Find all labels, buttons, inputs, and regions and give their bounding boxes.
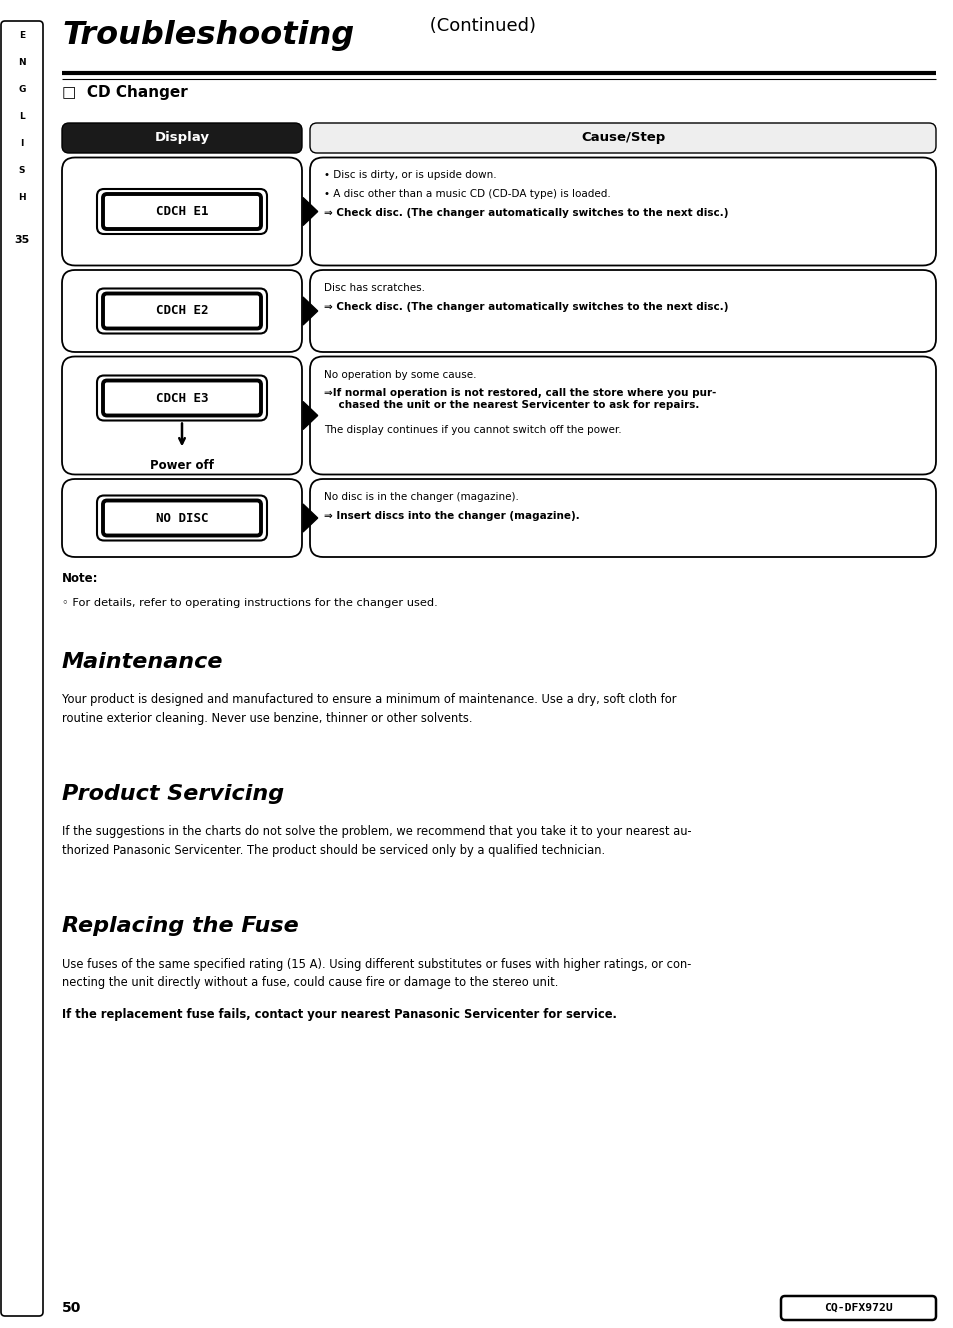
FancyBboxPatch shape bbox=[62, 158, 302, 266]
Text: Product Servicing: Product Servicing bbox=[62, 784, 284, 803]
Text: (Continued): (Continued) bbox=[423, 17, 536, 35]
Text: Note:: Note: bbox=[62, 571, 98, 584]
Text: ◦ For details, refer to operating instructions for the changer used.: ◦ For details, refer to operating instru… bbox=[62, 598, 437, 607]
FancyBboxPatch shape bbox=[781, 1296, 935, 1320]
FancyBboxPatch shape bbox=[310, 124, 935, 153]
Text: L: L bbox=[19, 113, 25, 121]
Text: H: H bbox=[18, 194, 26, 202]
Text: CDCH E2: CDCH E2 bbox=[155, 304, 208, 317]
Polygon shape bbox=[303, 505, 317, 533]
Text: Display: Display bbox=[154, 131, 210, 145]
Text: S: S bbox=[19, 166, 25, 175]
FancyBboxPatch shape bbox=[103, 381, 261, 416]
FancyBboxPatch shape bbox=[62, 124, 302, 153]
FancyBboxPatch shape bbox=[103, 293, 261, 328]
Text: 50: 50 bbox=[62, 1301, 81, 1315]
FancyBboxPatch shape bbox=[97, 189, 267, 234]
FancyBboxPatch shape bbox=[103, 194, 261, 228]
FancyBboxPatch shape bbox=[310, 356, 935, 474]
Text: NO DISC: NO DISC bbox=[155, 511, 208, 525]
Polygon shape bbox=[303, 198, 317, 226]
Text: ⇒ Insert discs into the changer (magazine).: ⇒ Insert discs into the changer (magazin… bbox=[324, 510, 579, 521]
Text: • Disc is dirty, or is upside down.: • Disc is dirty, or is upside down. bbox=[324, 170, 497, 181]
Text: ⇒ Check disc. (The changer automatically switches to the next disc.): ⇒ Check disc. (The changer automatically… bbox=[324, 301, 728, 312]
Text: Troubleshooting: Troubleshooting bbox=[62, 20, 354, 50]
FancyBboxPatch shape bbox=[103, 501, 261, 535]
FancyBboxPatch shape bbox=[97, 376, 267, 421]
Text: ⇒ Check disc. (The changer automatically switches to the next disc.): ⇒ Check disc. (The changer automatically… bbox=[324, 207, 728, 218]
Text: Maintenance: Maintenance bbox=[62, 652, 223, 672]
Text: No operation by some cause.: No operation by some cause. bbox=[324, 369, 476, 380]
FancyBboxPatch shape bbox=[97, 495, 267, 540]
Text: The display continues if you cannot switch off the power.: The display continues if you cannot swit… bbox=[324, 425, 621, 436]
Text: 35: 35 bbox=[14, 235, 30, 244]
FancyBboxPatch shape bbox=[1, 21, 43, 1316]
Text: If the replacement fuse fails, contact your nearest Panasonic Servicenter for se: If the replacement fuse fails, contact y… bbox=[62, 1008, 617, 1020]
Text: Your product is designed and manufactured to ensure a minimum of maintenance. Us: Your product is designed and manufacture… bbox=[62, 693, 676, 725]
Text: I: I bbox=[20, 139, 24, 149]
Text: If the suggestions in the charts do not solve the problem, we recommend that you: If the suggestions in the charts do not … bbox=[62, 826, 691, 857]
Text: Power off: Power off bbox=[150, 458, 213, 471]
Text: Replacing the Fuse: Replacing the Fuse bbox=[62, 915, 298, 935]
Text: N: N bbox=[18, 58, 26, 68]
FancyBboxPatch shape bbox=[310, 270, 935, 352]
Text: G: G bbox=[18, 85, 26, 94]
FancyBboxPatch shape bbox=[310, 158, 935, 266]
Text: CQ-DFX972U: CQ-DFX972U bbox=[823, 1303, 892, 1313]
Text: Disc has scratches.: Disc has scratches. bbox=[324, 283, 424, 293]
Text: ⇒If normal operation is not restored, call the store where you pur-
    chased t: ⇒If normal operation is not restored, ca… bbox=[324, 388, 716, 410]
Polygon shape bbox=[303, 401, 317, 429]
FancyBboxPatch shape bbox=[62, 356, 302, 474]
FancyBboxPatch shape bbox=[62, 270, 302, 352]
Text: CDCH E1: CDCH E1 bbox=[155, 205, 208, 218]
Polygon shape bbox=[303, 297, 317, 325]
FancyBboxPatch shape bbox=[62, 479, 302, 556]
Text: CDCH E3: CDCH E3 bbox=[155, 392, 208, 405]
Text: Cause/Step: Cause/Step bbox=[580, 131, 664, 145]
Text: E: E bbox=[19, 32, 25, 40]
Text: • A disc other than a music CD (CD-DA type) is loaded.: • A disc other than a music CD (CD-DA ty… bbox=[324, 189, 610, 199]
Text: □  CD Changer: □ CD Changer bbox=[62, 85, 188, 100]
FancyBboxPatch shape bbox=[310, 479, 935, 556]
Text: Use fuses of the same specified rating (15 A). Using different substitutes or fu: Use fuses of the same specified rating (… bbox=[62, 957, 691, 989]
Text: No disc is in the changer (magazine).: No disc is in the changer (magazine). bbox=[324, 491, 518, 502]
FancyBboxPatch shape bbox=[97, 288, 267, 333]
